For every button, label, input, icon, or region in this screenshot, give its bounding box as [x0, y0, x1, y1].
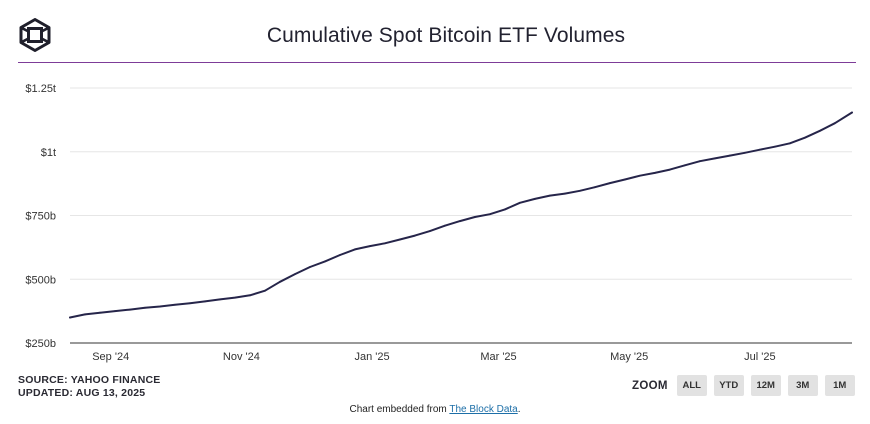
data-point: [129, 308, 131, 311]
data-point: [579, 189, 581, 192]
data-point: [788, 142, 791, 145]
x-tick-label: Nov '24: [223, 351, 260, 363]
data-point: [144, 306, 146, 309]
embed-prefix: Chart embedded from: [349, 404, 450, 415]
updated-text: UPDATED: AUG 13, 2025: [18, 387, 146, 399]
data-point: [384, 242, 386, 245]
data-point: [159, 305, 161, 308]
y-tick-label: $250b: [25, 338, 56, 350]
data-point: [803, 136, 806, 139]
data-point: [564, 192, 566, 195]
x-axis-ticks: Sep '24 Nov '24 Jan '25 Mar '25 May '25 Jul '…: [92, 351, 775, 363]
data-point: [623, 178, 626, 181]
line-chart[interactable]: $250b $500b $750b $1t $1.25t Sep '24 Nov '24 J…: [0, 70, 870, 370]
embed-suffix: .: [517, 404, 521, 415]
source-text: SOURCE: YAHOO FINANCE: [18, 374, 161, 386]
cube-logo-icon: [19, 18, 51, 52]
zoom-1m-button[interactable]: 1M: [824, 375, 855, 396]
data-point: [399, 238, 401, 241]
data-point: [459, 220, 461, 223]
x-tick-label: Mar '25: [480, 351, 516, 363]
y-tick-label: $500b: [25, 274, 56, 286]
data-point: [309, 266, 311, 268]
data-point: [489, 213, 491, 216]
data-point: [429, 230, 431, 232]
data-point: [713, 157, 716, 160]
data-point: [653, 172, 656, 174]
data-point: [833, 122, 836, 125]
data-point: [84, 313, 86, 316]
data-point: [683, 164, 686, 167]
zoom-ytd-button[interactable]: YTD: [713, 375, 744, 396]
x-tick-label: Sep '24: [92, 351, 129, 363]
data-point: [279, 280, 281, 283]
data-point: [114, 310, 116, 313]
gridlines: [70, 87, 852, 344]
zoom-controls: ZOOM ALL YTD 12M 3M 1M: [632, 375, 855, 396]
data-point: [249, 294, 251, 297]
data-point: [339, 254, 341, 256]
data-point: [851, 111, 853, 114]
data-point: [698, 160, 701, 163]
data-point: [758, 148, 761, 151]
data-point: [174, 303, 176, 306]
zoom-3m-button[interactable]: 3M: [787, 375, 818, 396]
data-point: [743, 151, 746, 154]
data-point: [474, 216, 476, 218]
data-point: [189, 302, 191, 305]
data-point: [324, 260, 326, 263]
data-point: [818, 129, 821, 132]
y-axis-ticks: $250b $500b $750b $1t $1.25t: [25, 83, 56, 350]
data-point: [414, 234, 416, 237]
data-point: [549, 194, 551, 197]
zoom-12m-button[interactable]: 12M: [750, 375, 781, 396]
data-point: [69, 316, 71, 319]
header-divider: [18, 62, 856, 63]
data-point: [234, 296, 236, 299]
zoom-label: ZOOM: [632, 379, 668, 392]
data-point: [354, 248, 356, 251]
x-tick-label: Jul '25: [744, 351, 775, 363]
x-tick-label: Jan '25: [355, 351, 390, 363]
data-point: [773, 145, 776, 148]
data-point: [294, 273, 296, 276]
data-point: [504, 208, 506, 211]
data-point: [594, 186, 596, 189]
data-point: [638, 174, 641, 177]
data-point: [534, 198, 536, 200]
y-tick-label: $1t: [41, 147, 56, 159]
zoom-all-button[interactable]: ALL: [676, 375, 707, 396]
data-point: [264, 289, 266, 292]
data-point: [99, 311, 101, 314]
data-point: [668, 168, 671, 171]
data-point: [444, 224, 446, 227]
data-point: [519, 201, 521, 204]
y-tick-label: $750b: [25, 211, 56, 223]
the-block-data-link[interactable]: The Block Data: [449, 404, 518, 415]
data-point: [369, 245, 371, 248]
data-point: [728, 154, 731, 157]
data-point: [609, 182, 611, 185]
chart-title: Cumulative Spot Bitcoin ETF Volumes: [266, 24, 626, 47]
series-layer: [69, 111, 853, 319]
y-tick-label: $1.25t: [25, 83, 56, 95]
data-point: [219, 298, 221, 301]
embed-notice: Chart embedded from The Block Data.: [0, 404, 870, 415]
footer-info: SOURCE: YAHOO FINANCE UPDATED: AUG 13, 2…: [18, 374, 160, 400]
data-point: [204, 300, 206, 303]
x-tick-label: May '25: [610, 351, 648, 363]
